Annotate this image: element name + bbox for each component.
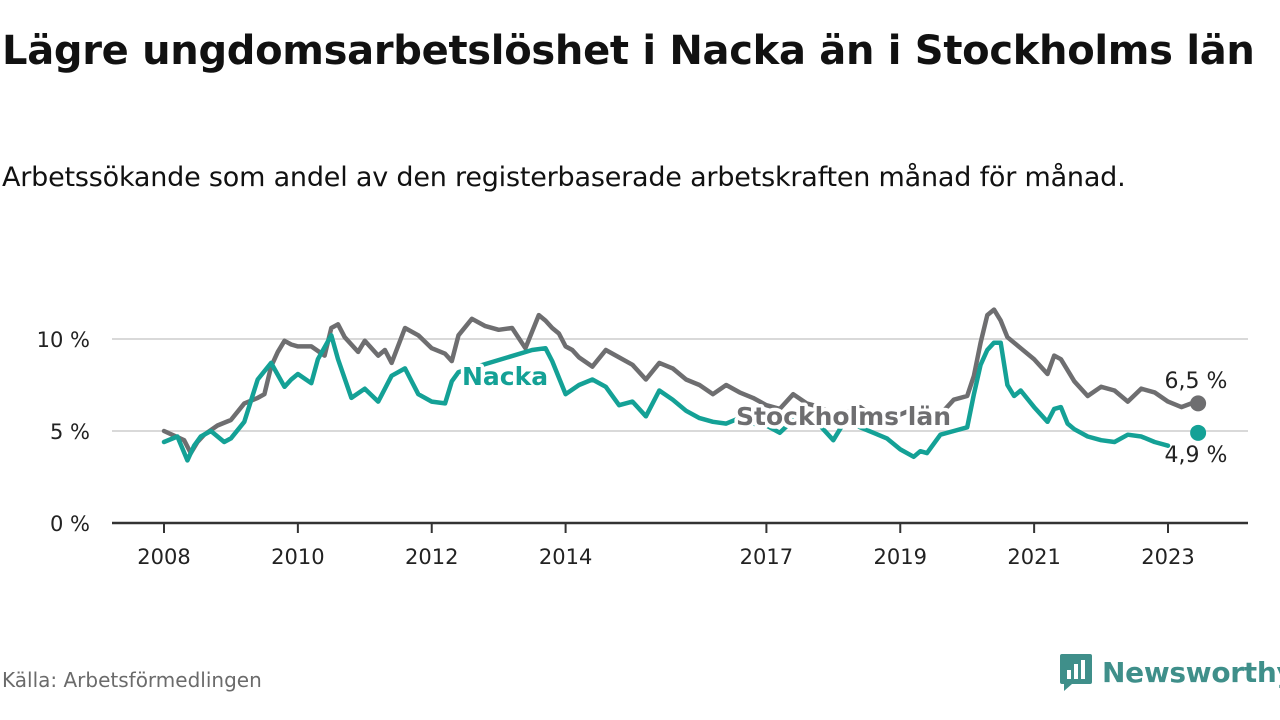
x-tick-label: 2010 — [271, 545, 324, 569]
x-axis: 2008 2010 2012 2014 2017 2019 2021 2023 — [112, 521, 1248, 569]
series-label-stockholm-halo: Stockholms län — [736, 402, 951, 431]
y-tick-label: 0 % — [50, 512, 90, 536]
grid-lines — [112, 338, 1248, 432]
y-tick-label: 10 % — [37, 328, 90, 352]
end-label-stockholm: 6,5 % — [1165, 369, 1228, 394]
series-line-stockholms-län — [161, 307, 1194, 456]
end-point-stockholms-län — [1190, 395, 1207, 412]
newsworthy-logo[interactable]: Newsworthy — [1058, 652, 1280, 692]
end-point-nacka — [1190, 424, 1207, 441]
newsworthy-icon — [1060, 654, 1092, 691]
source-note: Källa: Arbetsförmedlingen — [2, 668, 262, 692]
x-tick-label: 2019 — [874, 545, 927, 569]
end-label-nacka: 4,9 % — [1165, 443, 1228, 468]
series-line-nacka — [161, 333, 1171, 463]
x-tick-label: 2023 — [1141, 545, 1194, 569]
chart-title: Lägre ungdomsarbetslöshet i Nacka än i S… — [2, 28, 1255, 74]
series-lines — [161, 307, 1207, 463]
y-tick-label: 5 % — [50, 420, 90, 444]
x-tick-label: 2008 — [137, 545, 190, 569]
series-label-nacka-halo: Nacka — [462, 362, 548, 391]
series-label-nacka-text: Nacka — [462, 362, 548, 391]
x-tick-label: 2017 — [740, 545, 793, 569]
chart-subtitle: Arbetssökande som andel av den registerb… — [2, 162, 1126, 193]
series-label-stockholm-text: Stockholms län — [736, 402, 951, 431]
x-tick-label: 2014 — [539, 545, 592, 569]
y-axis: 0 % 5 % 10 % — [37, 328, 90, 536]
x-tick-label: 2021 — [1007, 545, 1060, 569]
x-tick-label: 2012 — [405, 545, 458, 569]
brand-name: Newsworthy — [1102, 655, 1280, 689]
